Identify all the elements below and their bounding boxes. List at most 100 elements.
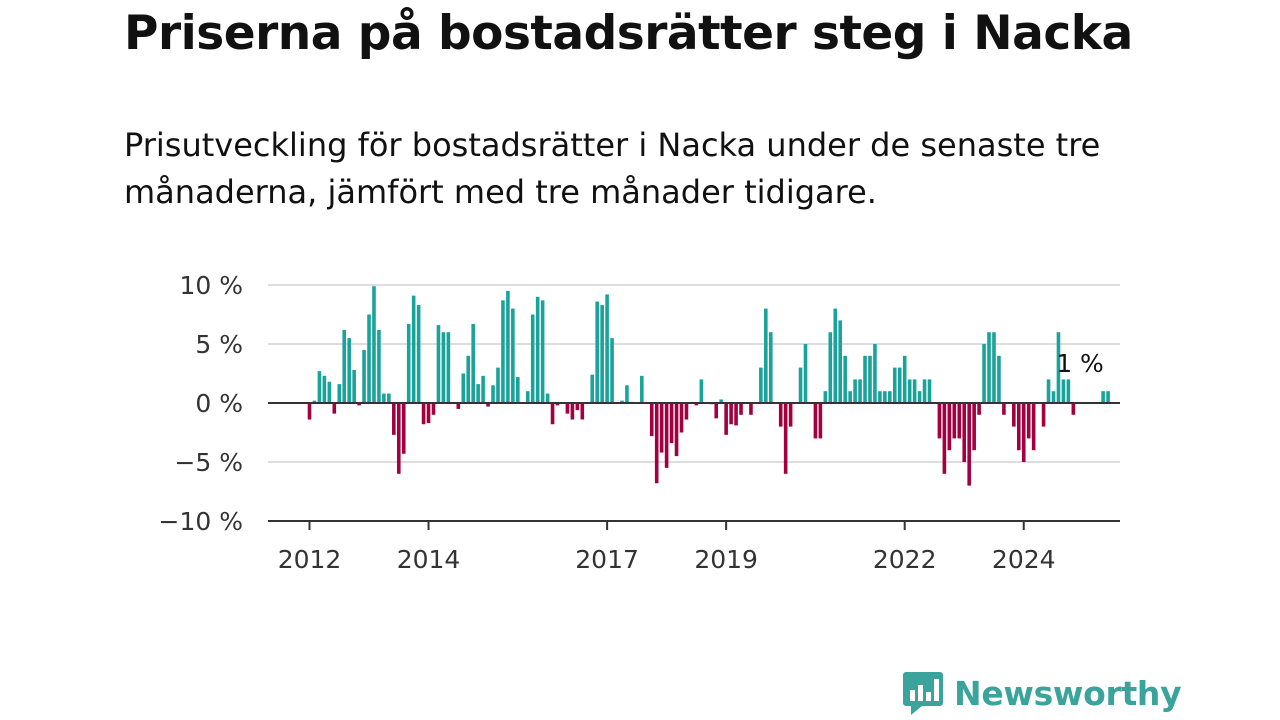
bar — [511, 308, 515, 403]
bar — [595, 301, 599, 403]
bar — [684, 403, 689, 420]
bar — [873, 344, 877, 403]
bar — [764, 308, 768, 403]
newsworthy-logo: Newsworthy — [902, 670, 1182, 716]
bar — [575, 403, 580, 411]
bar — [768, 332, 773, 403]
bar — [327, 381, 332, 403]
bar — [1106, 391, 1110, 403]
bar — [496, 367, 500, 403]
bar — [605, 294, 609, 403]
bar — [610, 338, 614, 403]
bar — [347, 338, 351, 403]
bar — [461, 373, 466, 403]
bars — [307, 286, 1110, 486]
bar — [501, 300, 505, 403]
bar — [739, 403, 743, 415]
bar — [456, 403, 461, 409]
y-tick-label: −5 % — [174, 448, 243, 477]
bar — [922, 379, 927, 403]
bar — [307, 403, 312, 420]
bar — [987, 332, 991, 403]
bar — [382, 393, 386, 403]
newsworthy-logo-text: Newsworthy — [954, 673, 1182, 713]
bar — [545, 393, 550, 403]
bar — [1066, 379, 1071, 403]
bar — [863, 355, 867, 403]
bar — [1012, 403, 1016, 427]
bar — [377, 329, 381, 403]
y-tick-label: −10 % — [159, 507, 243, 536]
x-tick-label: 2022 — [873, 545, 937, 574]
bar — [570, 403, 575, 420]
bar — [1051, 391, 1056, 403]
bar — [322, 375, 327, 403]
bar — [714, 403, 719, 419]
bar — [669, 403, 674, 444]
bar — [352, 369, 356, 403]
bar — [1101, 391, 1105, 403]
bar — [411, 295, 416, 403]
bar — [392, 403, 396, 435]
bar — [337, 384, 342, 403]
bar — [992, 332, 996, 403]
chart-title: Priserna på bostadsrätter steg i Nacka — [124, 6, 1133, 61]
bar — [848, 391, 852, 403]
bar — [892, 367, 897, 403]
bar — [883, 391, 887, 403]
bar — [525, 391, 530, 403]
bar — [927, 379, 932, 403]
bar — [694, 403, 699, 406]
bar — [446, 332, 451, 403]
bar — [406, 323, 411, 403]
bar — [476, 384, 480, 403]
bar — [902, 355, 907, 403]
bar — [1056, 332, 1061, 403]
bar — [957, 403, 962, 439]
bar — [530, 314, 535, 403]
bar — [367, 314, 371, 403]
bar — [813, 403, 818, 439]
bar — [491, 385, 495, 403]
bar — [749, 403, 753, 415]
bar — [1002, 403, 1006, 415]
bar — [486, 403, 490, 407]
bar — [759, 367, 763, 403]
bar — [506, 290, 510, 403]
bar — [724, 403, 728, 435]
bar — [1021, 403, 1026, 462]
bar — [699, 379, 704, 403]
bar — [719, 399, 723, 403]
bar — [555, 403, 560, 406]
bar — [481, 375, 485, 403]
bar — [962, 403, 967, 462]
y-axis-labels: 10 % 5 % 0 % −5 % −10 % — [159, 271, 243, 536]
bar — [788, 403, 793, 427]
annotations: 1 % — [1056, 349, 1104, 378]
bar — [972, 403, 976, 451]
bar — [436, 325, 441, 403]
bar — [823, 391, 828, 403]
bar — [342, 329, 347, 403]
bar — [853, 379, 857, 403]
bar — [620, 400, 624, 403]
bar — [640, 375, 644, 403]
bar — [1041, 403, 1046, 427]
bar — [967, 403, 971, 486]
bar — [942, 403, 947, 474]
bar — [535, 296, 540, 403]
bar — [729, 403, 733, 425]
bar — [833, 308, 838, 403]
axes — [268, 402, 1120, 522]
bar — [798, 367, 803, 403]
bar — [580, 403, 585, 420]
x-tick-label: 2017 — [575, 545, 639, 574]
bar — [431, 403, 436, 415]
bar — [625, 385, 629, 403]
bar — [312, 400, 317, 403]
chart-subtitle: Prisutveckling för bostadsrätter i Nacka… — [124, 126, 1101, 211]
bar — [565, 403, 570, 414]
x-tick-label: 2012 — [278, 545, 342, 574]
bar — [937, 403, 942, 439]
